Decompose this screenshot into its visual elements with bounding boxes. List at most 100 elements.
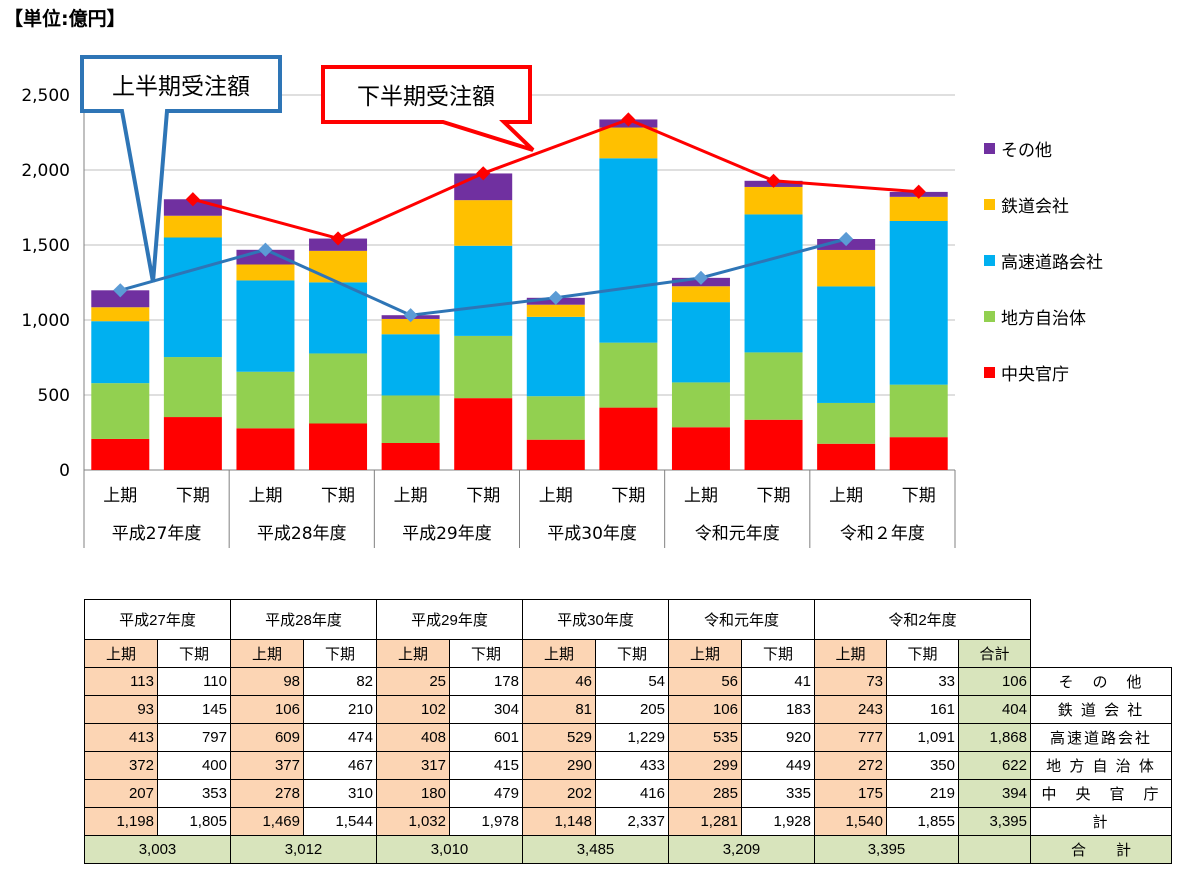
table-cell: 110 [157,667,231,696]
table-cell: 601 [449,723,523,752]
blank-cell [1031,600,1172,640]
table-cell: 106 [230,695,304,724]
total-header: 合計 [958,639,1031,668]
table-cell: 272 [814,751,887,780]
table-cell: 335 [741,779,815,808]
bar-segment [671,382,730,428]
line-marker [911,184,926,199]
bar-segment [454,245,513,336]
bar-segment [889,221,948,385]
legend-item: 中央官庁 [984,344,1103,400]
row-label: そ の 他 [1030,667,1172,696]
table-cell: 353 [157,779,231,808]
row-label: 鉄 道 会 社 [1030,695,1172,724]
bar-segment [91,438,150,470]
table-cell: 777 [814,723,887,752]
table-cell: 350 [886,751,959,780]
bar-segment [744,352,803,420]
table-cell: 33 [886,667,959,696]
line-marker [693,270,709,285]
table-cell: 41 [741,667,815,696]
bar-segment [309,423,368,470]
x-tick-label: 下期 [757,486,791,506]
table-cell: 317 [376,751,450,780]
bar-segment [526,396,585,440]
table-cell: 797 [157,723,231,752]
table-cell: 377 [230,751,304,780]
table-cell: 54 [595,667,669,696]
legend-item: 鉄道会社 [984,176,1103,232]
table-cell: 102 [376,695,450,724]
row-label: 中 央 官 庁 [1030,779,1172,808]
half-header: 下期 [741,639,815,668]
table-cell: 1,281 [668,807,742,836]
table-cell: 106 [668,695,742,724]
bar-segment [163,357,222,418]
x-tick-label: 上期 [829,486,863,506]
y-tick-label: 0 [59,461,70,481]
bar-segment [236,280,295,372]
x-tick-label: 上期 [103,486,137,506]
legend-swatch [984,254,995,266]
line-marker [185,192,200,207]
legend-item: 地方自治体 [984,288,1103,344]
table-cell: 1,544 [303,807,377,836]
table-cell: 243 [814,695,887,724]
bar-segment [671,302,730,383]
half-header: 上期 [668,639,742,668]
table-cell: 93 [84,695,158,724]
table-cell: 1,469 [230,807,304,836]
row-total: 394 [958,779,1031,808]
bar-segment [599,342,658,408]
table-cell: 178 [449,667,523,696]
group-label: 令和２年度 [840,524,925,544]
bar-segment [309,282,368,354]
bar-segment [671,427,730,470]
second-half-callout-text: 下半期受注額 [357,84,495,110]
row-total: 106 [958,667,1031,696]
bar-segment [526,439,585,470]
table-cell: 202 [522,779,596,808]
y-tick-label: 500 [38,386,70,406]
table-cell: 56 [668,667,742,696]
bar-segment [889,196,948,221]
bar-segment [599,407,658,470]
sum-spacer [958,835,1031,864]
legend-item: 高速道路会社 [984,232,1103,288]
first-half-callout-text: 上半期受注額 [112,74,250,100]
bar-segment [381,395,440,443]
x-tick-label: 上期 [539,486,573,506]
line-marker [330,231,346,246]
group-label: 令和元年度 [695,524,780,544]
bar-segment [236,428,295,470]
row-total: 404 [958,695,1031,724]
first-half-line [119,237,847,317]
x-tick-label: 上期 [684,486,718,506]
bar-segment [454,200,513,246]
bar-segment [817,443,876,470]
line-marker [258,242,273,257]
table-cell: 920 [741,723,815,752]
y-tick-label: 1,000 [21,311,70,331]
year-total: 3,012 [230,835,377,864]
row-label: 高速道路会社 [1030,723,1172,752]
table-cell: 1,032 [376,807,450,836]
legend-label: 鉄道会社 [1001,196,1069,217]
half-header: 下期 [595,639,669,668]
second-half-callout [321,65,535,152]
bar-segment [236,371,295,429]
bar-segment [236,264,295,281]
table-cell: 1,978 [449,807,523,836]
table-cell: 1,148 [522,807,596,836]
table-cell: 479 [449,779,523,808]
row-label: 計 [1030,807,1172,836]
year-total: 3,485 [522,835,669,864]
row-total: 3,395 [958,807,1031,836]
table-cell: 219 [886,779,959,808]
table-cell: 1,229 [595,723,669,752]
bar-segment [817,249,876,287]
table-cell: 180 [376,779,450,808]
line-marker [621,112,636,127]
table-cell: 449 [741,751,815,780]
bar-segment [91,321,150,384]
